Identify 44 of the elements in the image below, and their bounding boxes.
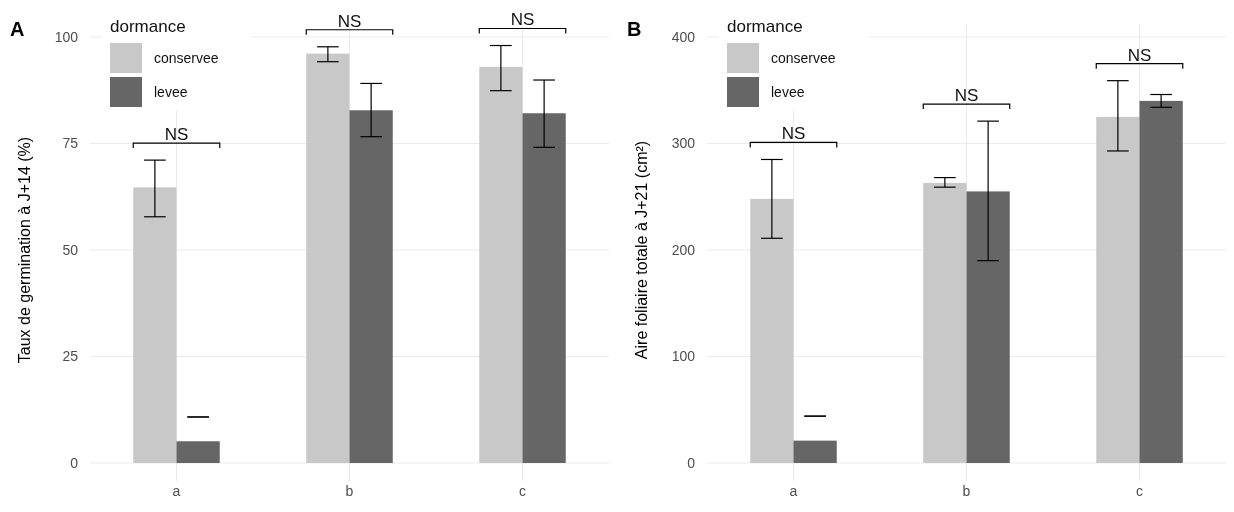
- y-tick-label: 100: [671, 348, 696, 365]
- y-tick-label: 75: [62, 135, 79, 152]
- bar: [133, 187, 177, 463]
- y-tick-label: 0: [70, 454, 79, 471]
- bar: [1096, 116, 1140, 463]
- y-axis-title: Taux de germination à J+14 (%): [16, 136, 33, 364]
- y-tick-label: 100: [54, 28, 79, 45]
- y-tick-label: 200: [671, 241, 696, 258]
- y-tick-label: 50: [62, 241, 79, 258]
- bar: [522, 113, 566, 463]
- x-tick-label: b: [345, 483, 354, 499]
- y-tick-label: 400: [671, 28, 696, 45]
- bar: [1139, 100, 1183, 463]
- legend-label: conservee: [771, 49, 836, 66]
- annotation: NS: [781, 124, 806, 144]
- bar: [349, 110, 393, 463]
- bar: [750, 198, 794, 463]
- annotation: NS: [954, 86, 979, 106]
- bar: [306, 53, 350, 463]
- annotation: NS: [1127, 45, 1152, 65]
- y-tick-label: 300: [671, 135, 696, 152]
- annotation: NS: [337, 11, 362, 31]
- legend-label: levee: [154, 83, 188, 100]
- legend-label: conservee: [154, 49, 219, 66]
- y-tick-label: 25: [62, 348, 79, 365]
- x-tick-label: c: [519, 483, 526, 499]
- bar: [793, 440, 837, 463]
- annotation: NS: [164, 125, 189, 145]
- bar: [923, 182, 967, 463]
- x-tick-label: a: [789, 483, 798, 499]
- y-tick-label: 0: [687, 454, 696, 471]
- legend-label: levee: [771, 83, 805, 100]
- x-tick-label: b: [962, 483, 971, 499]
- bar: [479, 66, 523, 463]
- chart-title: A: [10, 18, 25, 40]
- bar: [966, 191, 1010, 463]
- x-tick-label: c: [1136, 483, 1143, 499]
- bar: [176, 441, 220, 463]
- legend-title: dormance: [110, 17, 186, 36]
- chart-title: B: [627, 18, 642, 40]
- x-tick-label: a: [172, 483, 181, 499]
- legend-title: dormance: [727, 17, 803, 36]
- annotation: NS: [510, 10, 535, 30]
- y-axis-title: Aire foliaire totale à J+21 (cm²): [633, 140, 650, 360]
